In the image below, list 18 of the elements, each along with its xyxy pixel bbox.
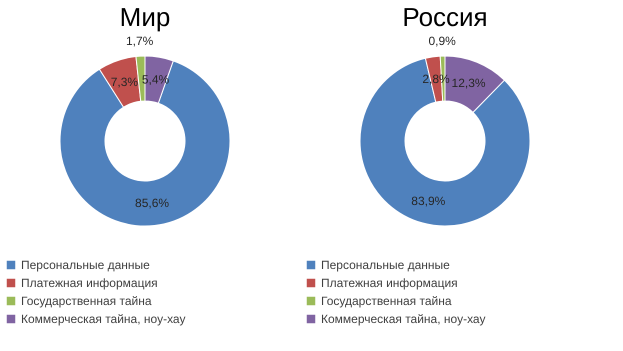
donut-slice xyxy=(360,58,530,226)
data-label: 2,8% xyxy=(422,72,450,86)
legend-label: Персональные данные xyxy=(321,258,450,272)
legend-label: Персональные данные xyxy=(21,258,150,272)
legend-label: Государственная тайна xyxy=(321,294,452,308)
chart-title: Мир xyxy=(120,2,170,32)
data-label: 12,3% xyxy=(452,76,486,90)
data-label: 85,6% xyxy=(135,196,170,210)
data-label: 83,9% xyxy=(411,194,446,208)
data-label: 0,9% xyxy=(428,34,456,48)
legend-label: Коммерческая тайна, ноу-хау xyxy=(321,312,486,326)
legend-label: Коммерческая тайна, ноу-хау xyxy=(21,312,186,326)
legend-label: Платежная информация xyxy=(321,276,458,290)
data-label: 7,3% xyxy=(110,75,138,89)
chart-title: Россия xyxy=(402,2,488,32)
data-label: 1,7% xyxy=(126,34,154,48)
legend-label: Платежная информация xyxy=(21,276,158,290)
legend-label: Государственная тайна xyxy=(21,294,152,308)
